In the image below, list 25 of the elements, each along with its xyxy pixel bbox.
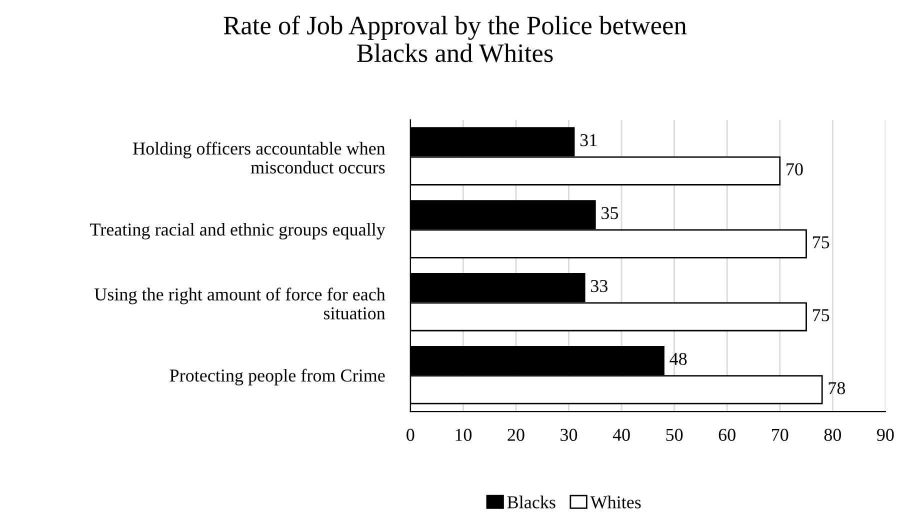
- data-label: 75: [813, 309, 830, 322]
- chart-title: Rate of Job Approval by the Police between Blacks and Whites: [224, 16, 687, 62]
- data-label: 48: [670, 352, 687, 366]
- data-label: 70: [786, 163, 803, 176]
- x-tick-label: 0: [406, 428, 414, 441]
- y-tick-label: Using the right amount of force for each situation: [94, 288, 386, 320]
- data-label: 78: [828, 382, 846, 394]
- x-tick-label: 70: [772, 428, 788, 441]
- data-label: 35: [602, 207, 618, 220]
- data-label: 31: [580, 134, 597, 146]
- legend-label: Blacks: [507, 496, 556, 508]
- data-label: 75: [813, 236, 830, 248]
- y-tick-label: Holding officers accountable when misconduct occurs: [133, 142, 386, 174]
- x-tick-label: 10: [456, 428, 472, 441]
- x-tick-label: 30: [560, 428, 578, 441]
- y-tick-label: Protecting people from Crime: [170, 368, 385, 386]
- x-tick-label: 80: [824, 428, 841, 441]
- x-tick-label: 40: [612, 428, 630, 441]
- x-tick-label: 20: [508, 428, 524, 441]
- y-tick-label: Treating racial and ethnic groups equally: [90, 222, 386, 240]
- x-tick-label: 90: [876, 428, 894, 441]
- legend-label: Whites: [590, 496, 641, 508]
- data-label: 33: [591, 280, 608, 292]
- x-tick-label: 60: [718, 428, 736, 441]
- x-tick-label: 50: [666, 428, 683, 441]
